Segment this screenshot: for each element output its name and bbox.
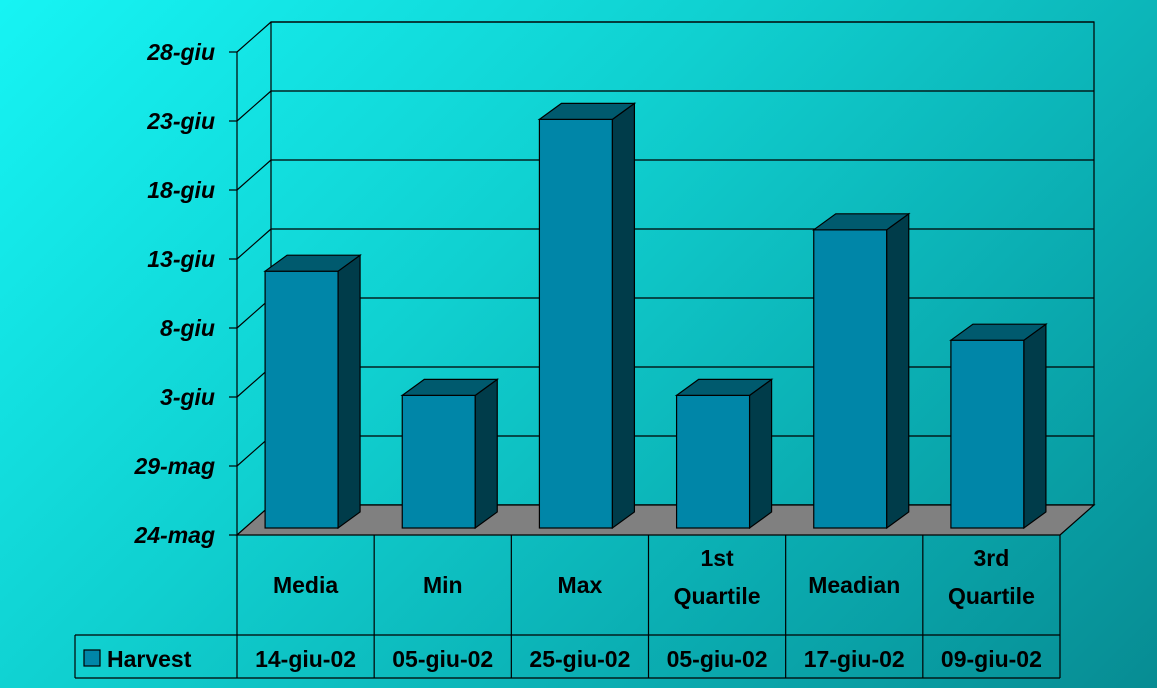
category-label: Max xyxy=(558,572,603,598)
bar-3 xyxy=(537,102,637,530)
category-label: Media xyxy=(273,572,338,598)
legend-swatch xyxy=(83,649,101,667)
bar-side xyxy=(337,254,361,530)
bar-side xyxy=(1023,323,1047,530)
bar-front xyxy=(264,270,339,529)
bar-1 xyxy=(263,254,362,530)
data-label: 05-giu-02 xyxy=(667,646,768,672)
bar-top xyxy=(811,213,911,231)
y-tick-label: 24-mag xyxy=(133,522,215,548)
bar-side xyxy=(748,378,773,530)
bar-top xyxy=(400,378,500,396)
bar-front xyxy=(813,229,888,529)
bar-side xyxy=(611,102,636,530)
y-tick-label: 18-giu xyxy=(147,177,215,203)
data-label: 17-giu-02 xyxy=(804,646,905,672)
gridline-diagonal xyxy=(236,159,272,191)
bar-front xyxy=(675,394,751,529)
y-tick-label: 29-mag xyxy=(133,453,215,479)
bar-front xyxy=(401,394,476,529)
y-tick-label: 8-giu xyxy=(160,315,215,341)
category-label: 3rd Quartile xyxy=(948,545,1035,609)
bar-front xyxy=(538,118,614,529)
bar-top xyxy=(949,323,1048,341)
gridline-diagonal xyxy=(236,90,272,122)
y-tick-label: 13-giu xyxy=(147,246,215,272)
bar-top xyxy=(537,102,637,121)
gridline-diagonal xyxy=(236,228,272,260)
legend-series-name: Harvest xyxy=(107,646,192,672)
category-label: Meadian xyxy=(808,572,900,598)
y-tick-label: 23-giu xyxy=(146,108,215,134)
gridline-diagonal xyxy=(236,21,272,53)
data-label: 14-giu-02 xyxy=(255,646,356,672)
category-label: 1st Quartile xyxy=(674,545,761,609)
data-label: 09-giu-02 xyxy=(941,646,1042,672)
y-tick-label: 3-giu xyxy=(160,384,215,410)
bar-top xyxy=(263,254,362,272)
bar-top xyxy=(674,378,774,396)
data-label: 05-giu-02 xyxy=(392,646,493,672)
bar-5 xyxy=(811,212,911,530)
y-tick-label: 28-giu xyxy=(146,39,215,65)
bar-2 xyxy=(400,378,500,530)
category-label: Min xyxy=(423,572,463,598)
bar-side xyxy=(474,378,498,530)
bar-side xyxy=(886,212,910,530)
bar-front xyxy=(950,339,1025,529)
bar-6 xyxy=(949,323,1048,530)
bar-4 xyxy=(674,378,774,530)
data-label: 25-giu-02 xyxy=(529,646,630,672)
